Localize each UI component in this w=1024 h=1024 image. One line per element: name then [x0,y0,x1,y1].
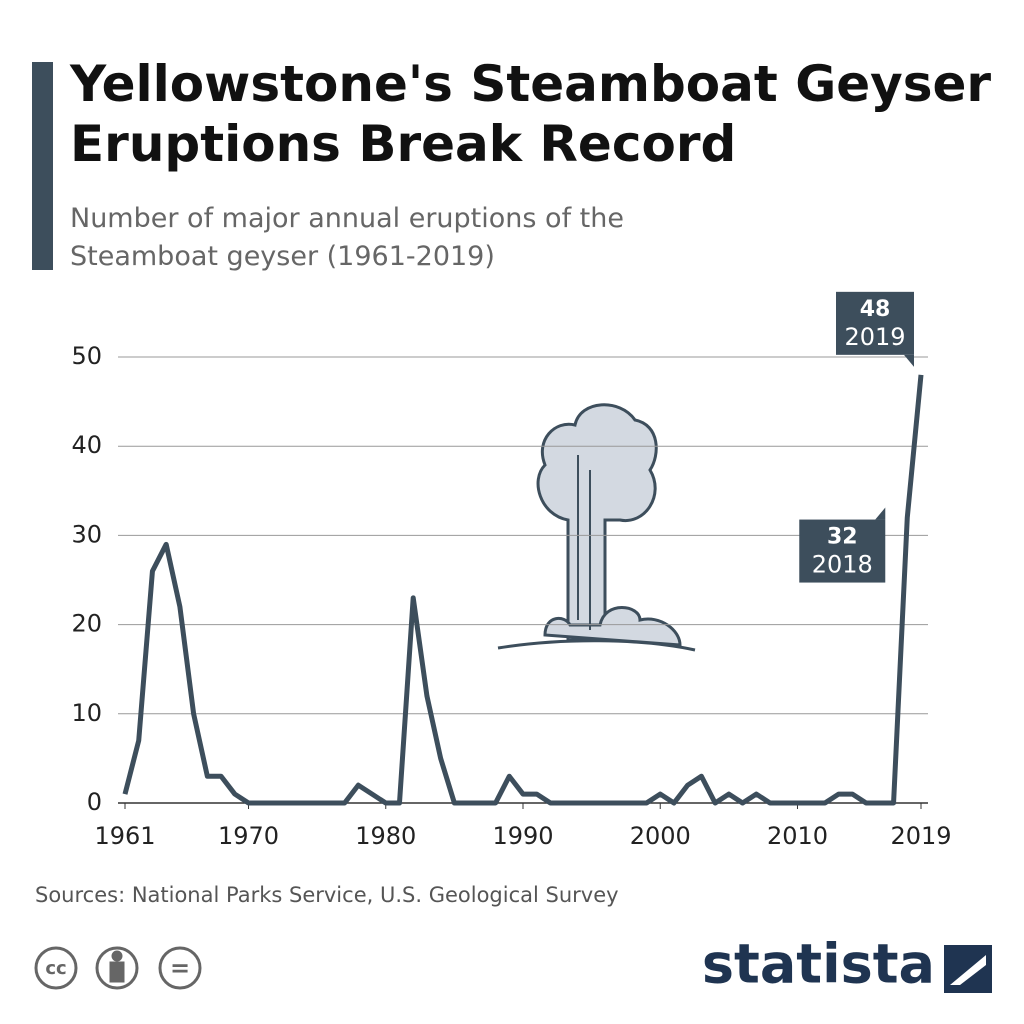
y-tick-label: 0 [87,788,102,816]
y-tick-label: 50 [71,342,102,370]
y-tick-label: 40 [71,431,102,459]
data-label-year: 2018 [812,551,873,579]
license-icon: cc [45,958,66,979]
callout-pointer [904,354,914,367]
geyser-illustration [497,403,696,652]
callout-box [799,519,886,583]
y-tick-label: 10 [71,699,102,727]
callout-pointer [875,507,886,520]
data-label-year: 2019 [844,323,905,351]
callout-box [836,291,914,355]
data-label: 32 [827,525,858,550]
x-tick-label: 2010 [767,822,828,850]
x-tick-label: 1990 [492,822,553,850]
y-tick-label: 20 [71,610,102,638]
x-tick-label: 2000 [630,822,691,850]
y-tick-label: 30 [71,520,102,548]
x-tick-label: 1970 [218,822,279,850]
x-tick-label: 2019 [890,822,951,850]
brand-logo: statista [702,933,935,996]
data-label: 48 [860,297,891,322]
source: Sources: National Parks Service, U.S. Ge… [35,883,619,907]
accent-bar [32,62,53,270]
data-line [122,374,924,806]
x-tick-label: 1961 [94,822,155,850]
license-icons [34,946,202,990]
brand-mark [944,945,992,993]
x-tick-label: 1980 [355,822,416,850]
chart-subtitle: Number of major annual eruptions of the … [70,203,624,272]
license-icon: = [170,954,190,982]
chart-title: Yellowstone's Steamboat Geyser Eruptions… [70,55,992,173]
